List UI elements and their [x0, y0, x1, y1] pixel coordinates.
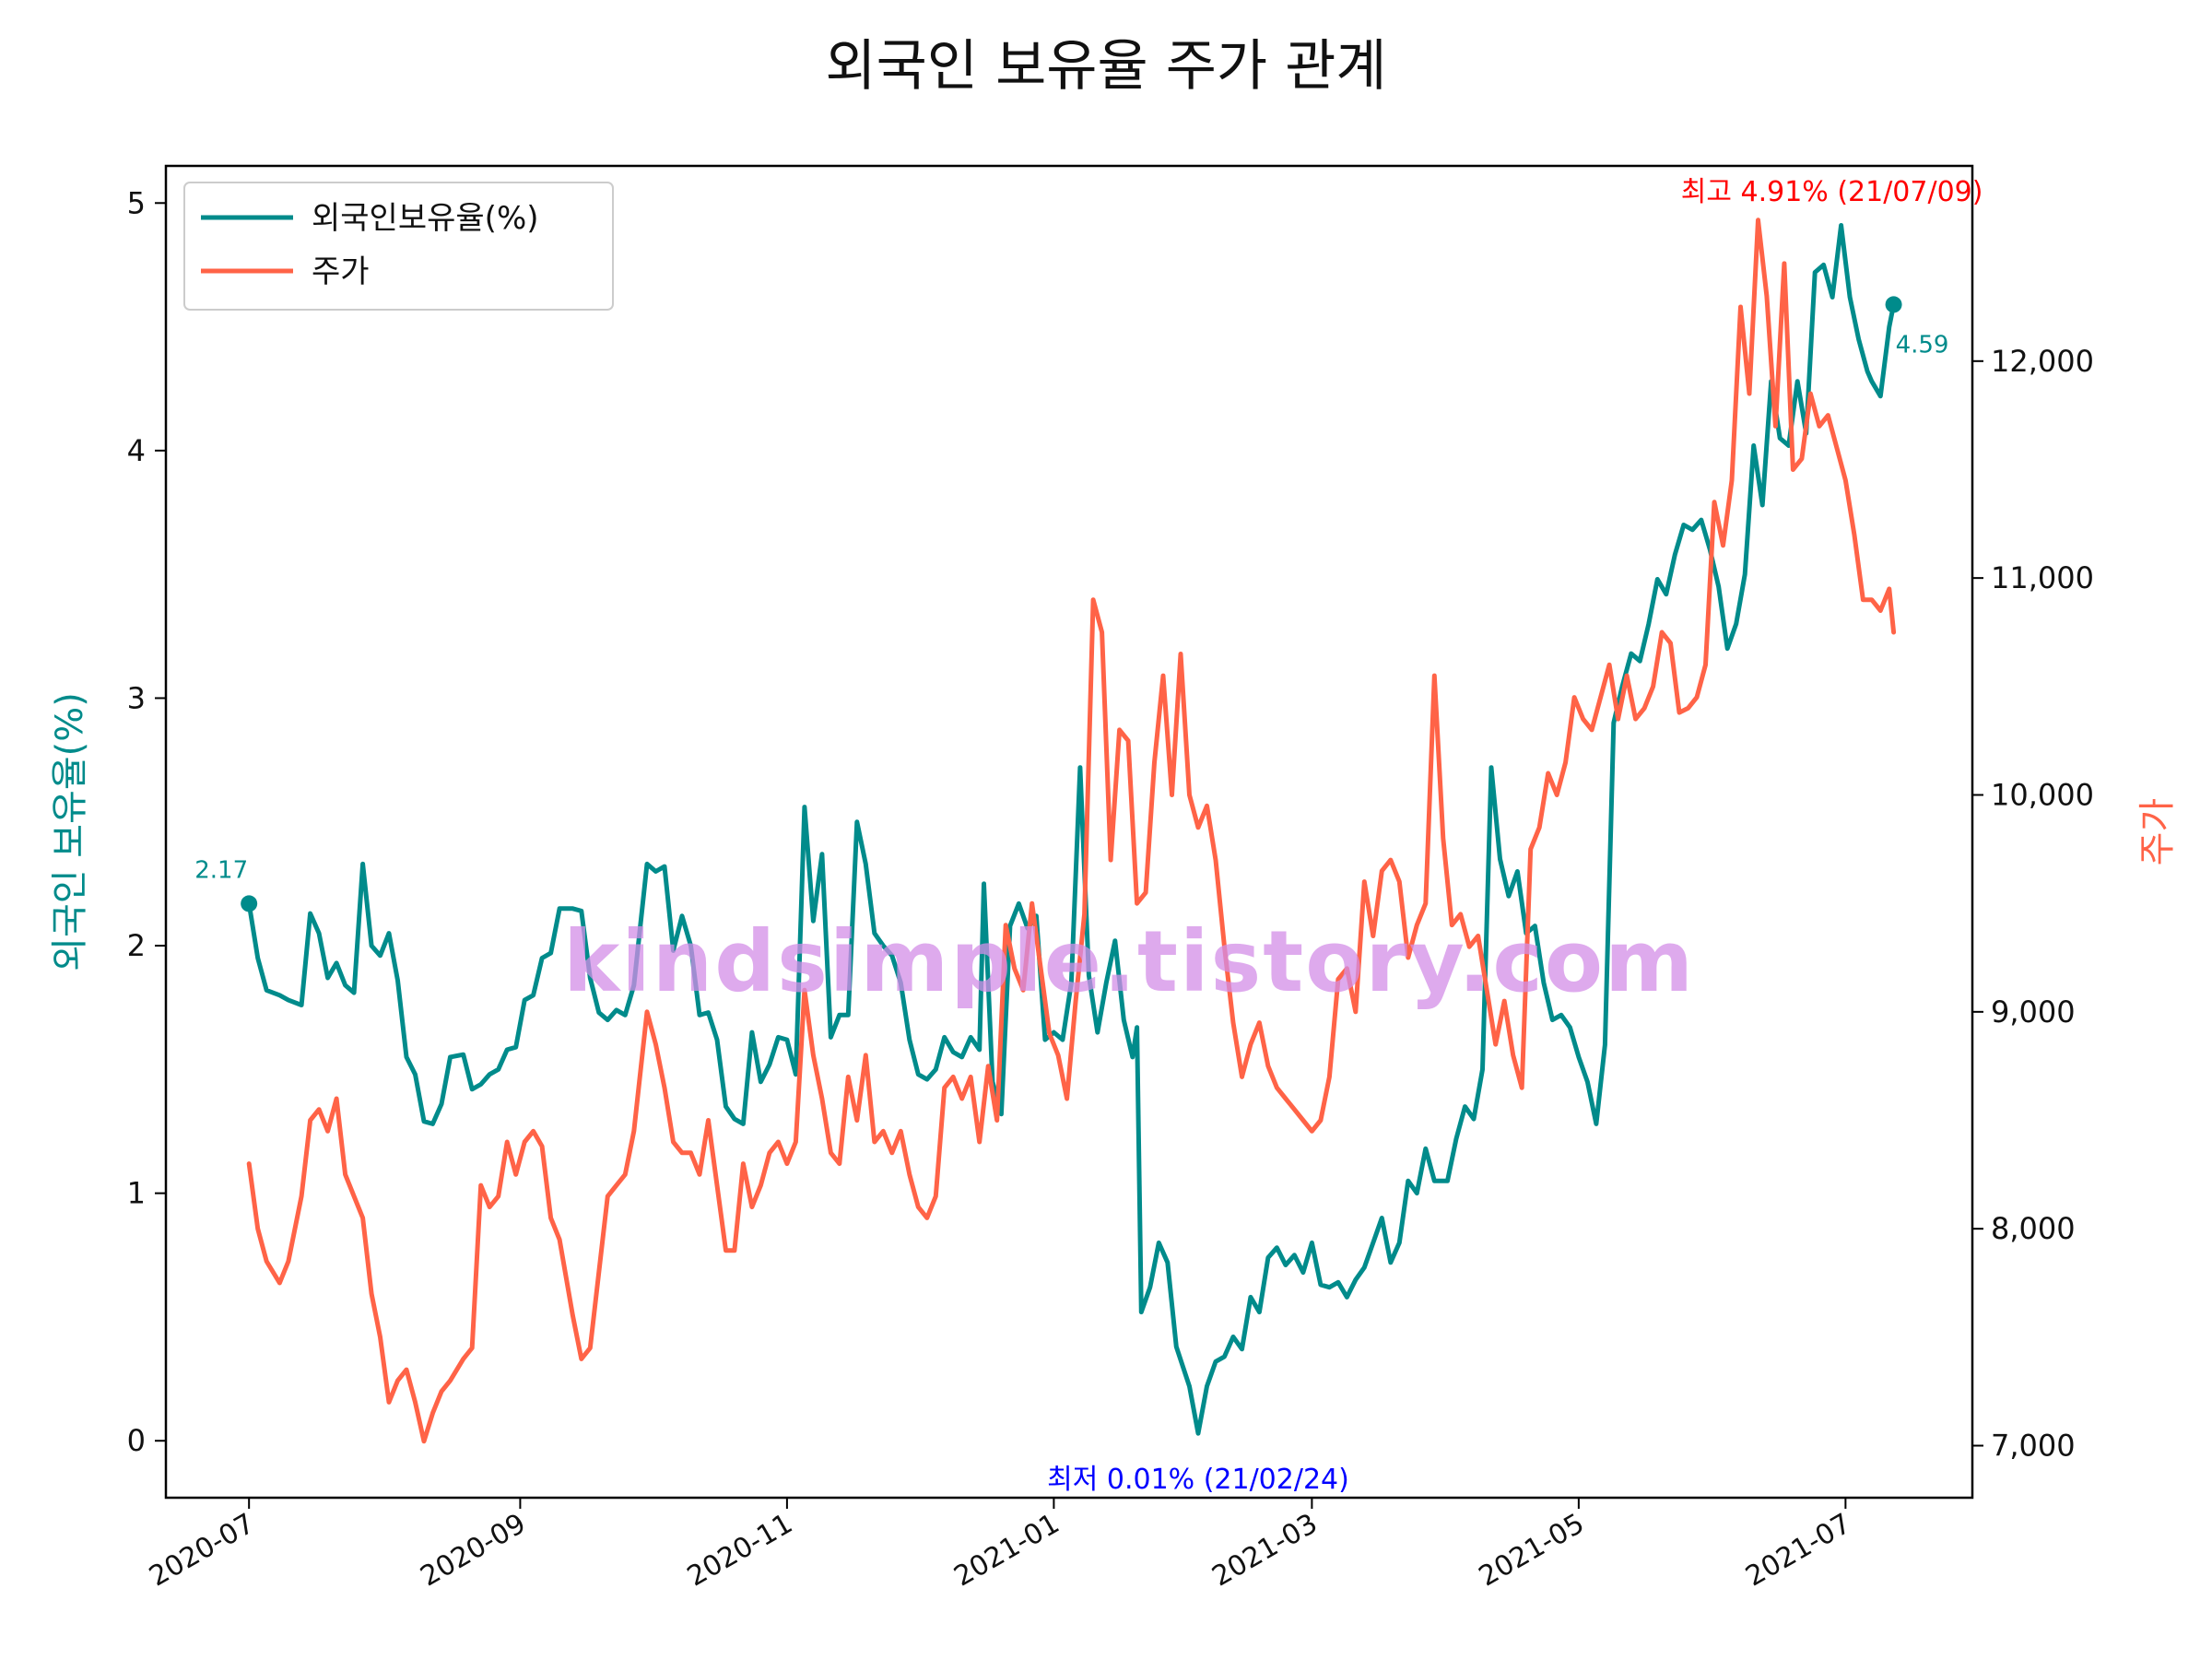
x-tick-label: 2021-01 — [948, 1508, 1065, 1594]
y-right-tick-label: 12,000 — [1991, 344, 2094, 379]
min-value-annotation: 최저 0.01% (21/02/24) — [1047, 1464, 1349, 1496]
start-value-label: 2.17 — [194, 856, 248, 884]
y-left-tick-label: 2 — [127, 928, 146, 963]
legend: 외국인보유율(%) 주가 — [183, 182, 614, 311]
x-axis: 2020-07 2020-09 2020-11 2021-01 2021-03 2021-… — [144, 1498, 1856, 1594]
y-left-tick-label: 3 — [127, 680, 146, 715]
y-left-tick-label: 1 — [127, 1176, 146, 1211]
x-tick-label: 2021-05 — [1474, 1508, 1590, 1594]
y-left-tick-label: 4 — [127, 433, 146, 468]
y-right-tick-label: 7,000 — [1991, 1429, 2076, 1464]
y-right-tick-label: 10,000 — [1991, 777, 2094, 812]
legend-label-foreign-ratio: 외국인보유율(%) — [312, 200, 539, 237]
legend-frame — [183, 182, 614, 311]
plot-area — [164, 164, 1974, 1500]
y-axis-left: 0 1 2 3 4 5 — [127, 185, 166, 1458]
end-value-label: 4.59 — [1896, 331, 1949, 359]
x-tick-label: 2020-07 — [144, 1508, 260, 1594]
chart-title: 외국인 보유율 주가 관계 — [825, 34, 1386, 99]
start-point-marker — [241, 895, 258, 912]
max-value-annotation: 최고 4.91% (21/07/09) — [1681, 176, 1983, 208]
y-axis-right-label: 주가 — [2136, 798, 2179, 866]
y-left-tick-label: 0 — [127, 1423, 146, 1458]
end-point-marker — [1885, 296, 1902, 313]
watermark: kindsimple.tistory.com — [563, 912, 1695, 1011]
x-tick-label: 2020-11 — [682, 1508, 798, 1594]
x-tick-label: 2020-09 — [415, 1508, 531, 1594]
y-axis-right: 7,000 8,000 9,000 10,000 11,000 12,000 — [1972, 344, 2094, 1464]
y-right-tick-label: 9,000 — [1991, 994, 2076, 1030]
x-tick-label: 2021-03 — [1206, 1508, 1323, 1594]
series-line-foreign-ratio — [246, 223, 1897, 1436]
y-axis-left-label: 외국인 보유율(%) — [49, 692, 91, 971]
series-line-stock-price — [246, 218, 1897, 1444]
y-left-tick-label: 5 — [127, 185, 146, 220]
x-tick-label: 2021-07 — [1740, 1508, 1856, 1594]
y-right-tick-label: 8,000 — [1991, 1211, 2076, 1246]
y-right-tick-label: 11,000 — [1991, 560, 2094, 595]
legend-label-stock-price: 주가 — [312, 253, 370, 290]
